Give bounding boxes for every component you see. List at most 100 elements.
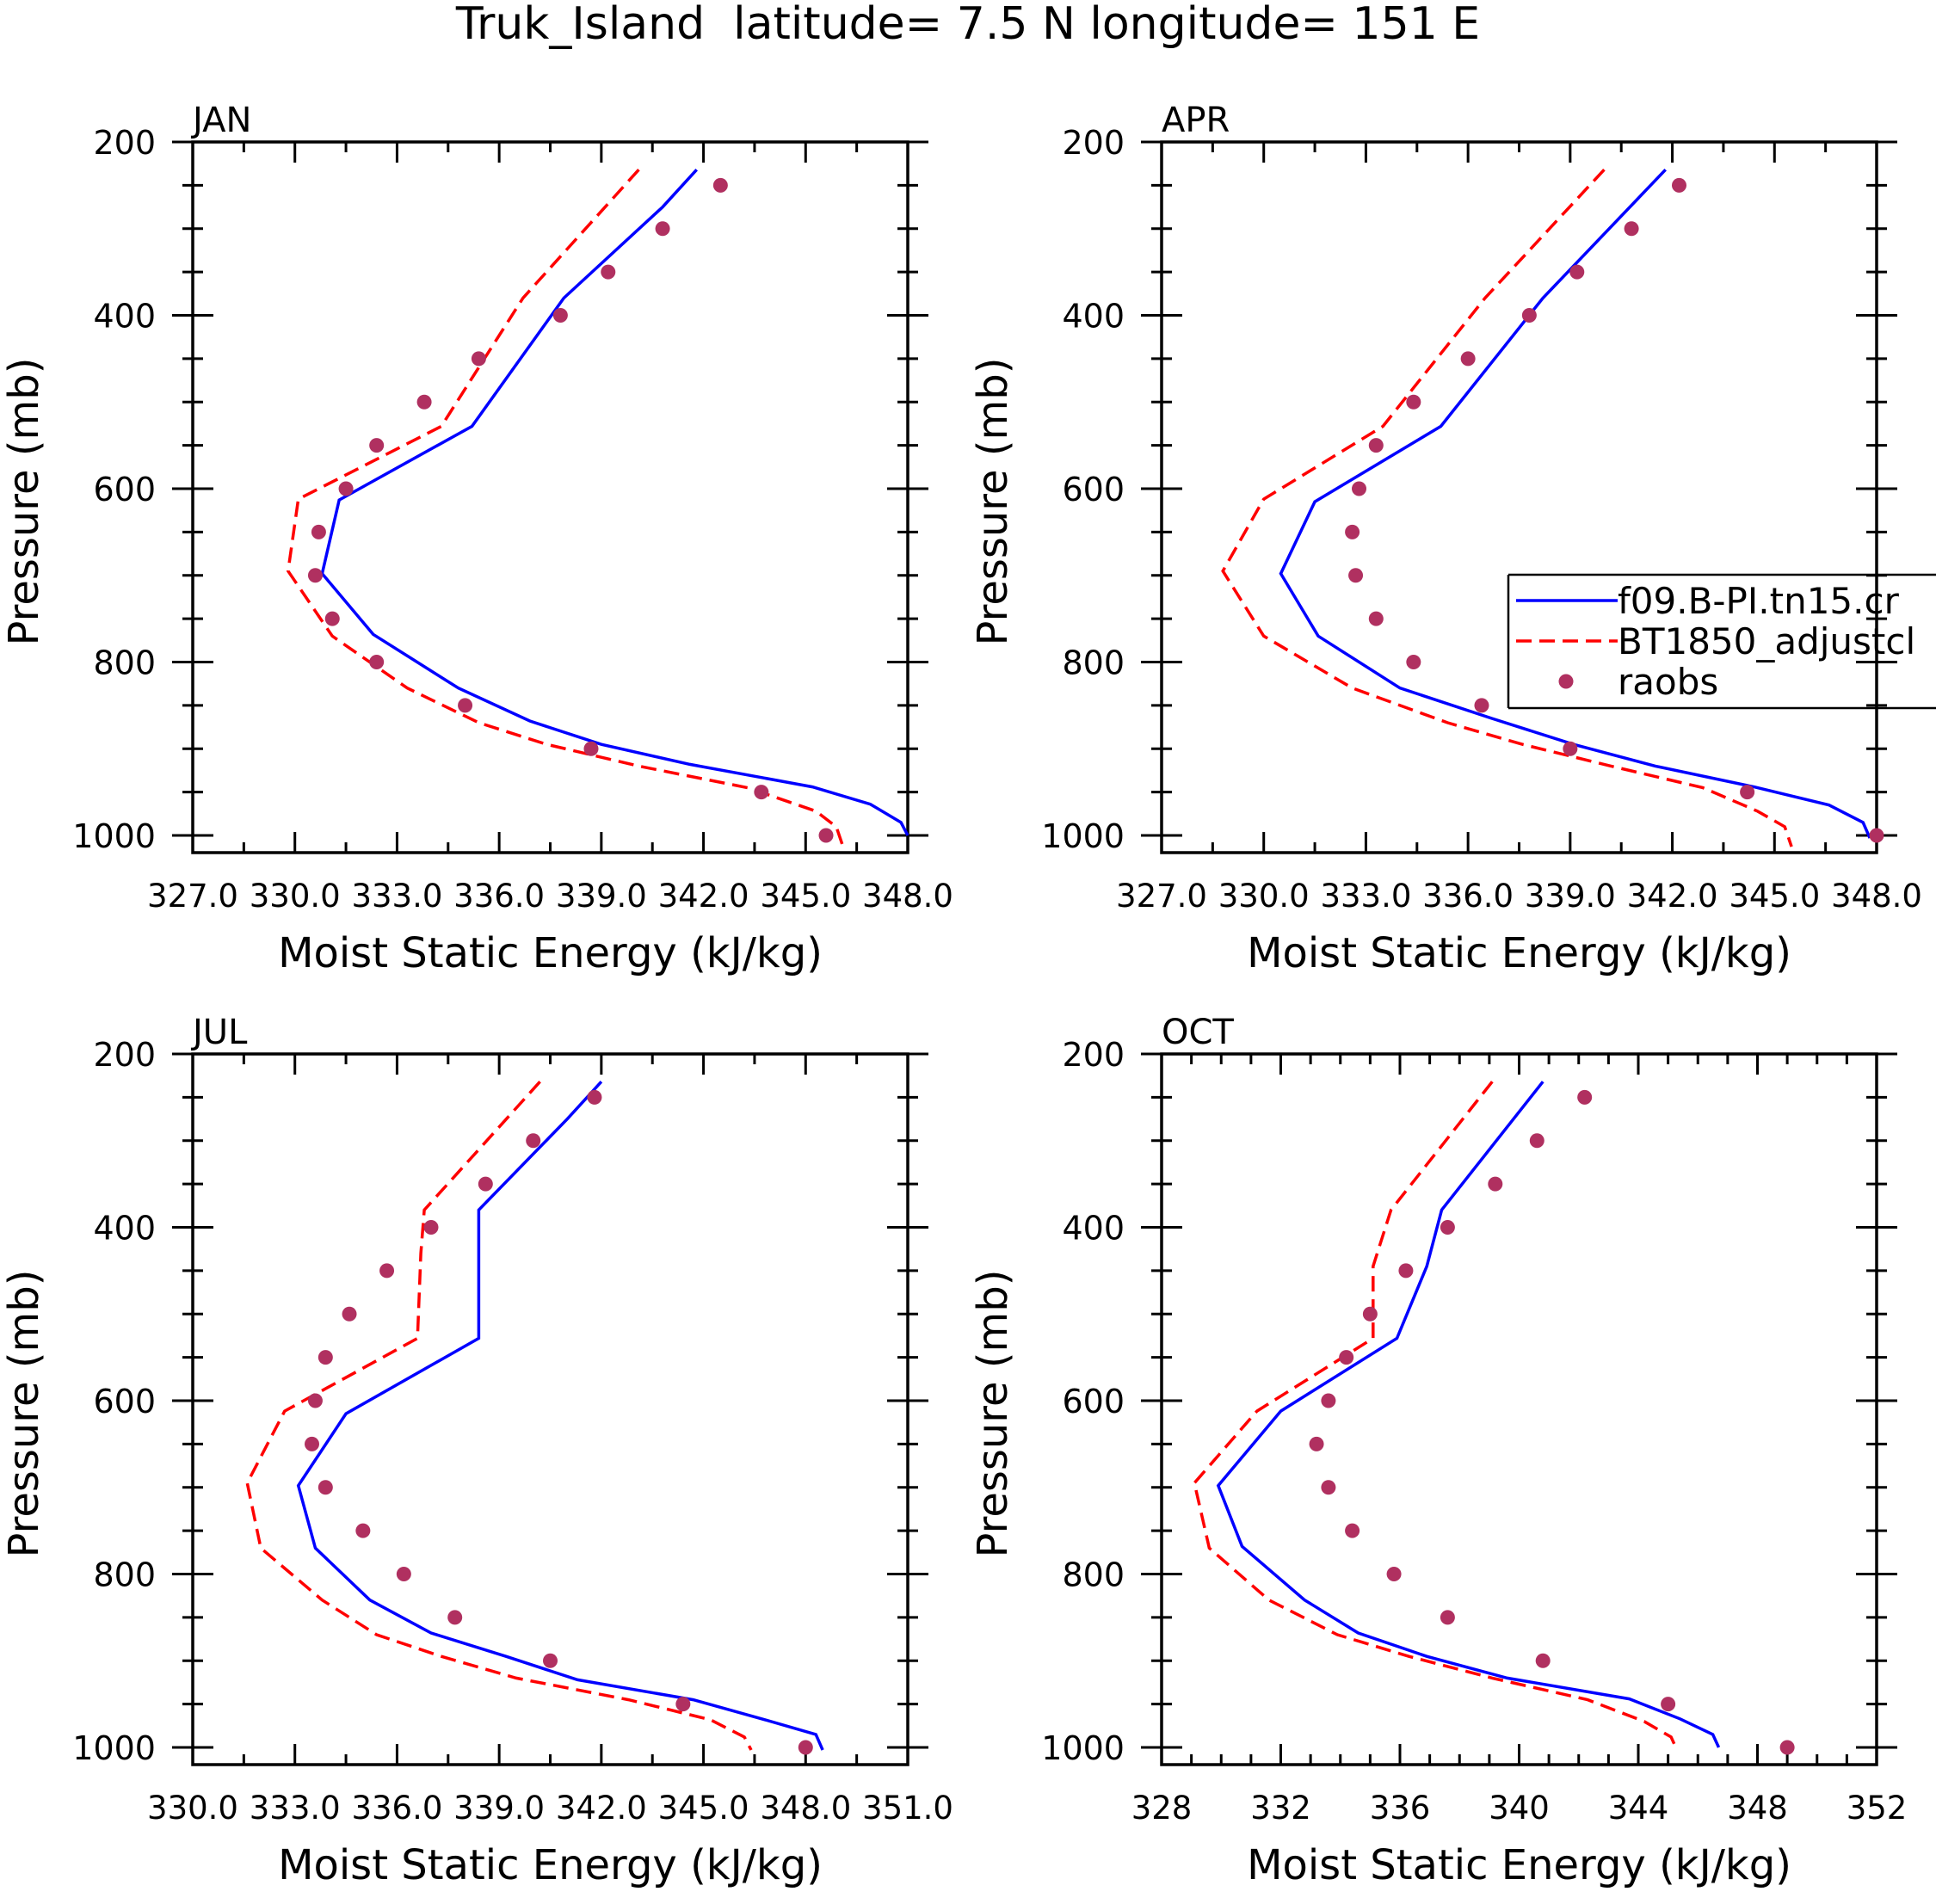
x-tick-label: 330.0 [147, 1790, 238, 1827]
raobs-point [601, 264, 616, 280]
x-tick-label: 342.0 [1627, 878, 1718, 915]
x-axis-label: Moist Static Energy (kJ/kg) [278, 929, 823, 977]
raobs-point [1869, 828, 1884, 843]
raobs-point [1406, 394, 1421, 410]
raobs-point [1671, 177, 1686, 193]
raobs-point [1386, 1567, 1402, 1581]
x-axis-label: Moist Static Energy (kJ/kg) [1247, 1841, 1791, 1889]
y-tick-label: 800 [93, 1556, 156, 1594]
y-tick-label: 1000 [72, 1729, 156, 1767]
x-tick-label: 344 [1608, 1790, 1669, 1827]
raobs-point [1440, 1220, 1455, 1235]
y-tick-label: 800 [1062, 1556, 1125, 1594]
raobs-point [318, 1480, 333, 1495]
model-series-line [320, 169, 909, 836]
model-series-line [296, 1081, 824, 1751]
raobs-point [478, 1176, 493, 1192]
panel-label: JUL [190, 1013, 248, 1052]
figure-title: Truk_Island latitude= 7.5 N longitude= 1… [455, 0, 1480, 50]
raobs-point [305, 1436, 319, 1451]
raobs-point [1535, 1653, 1551, 1668]
y-tick-label: 1000 [1041, 817, 1125, 855]
control-series-line [1193, 1081, 1679, 1751]
model-series-line [1216, 1081, 1721, 1748]
x-tick-label: 339.0 [453, 1790, 545, 1827]
y-tick-label: 400 [1062, 298, 1125, 336]
x-tick-label: 336.0 [351, 1790, 442, 1827]
raobs-point [818, 828, 834, 843]
x-tick-label: 333.0 [1320, 878, 1411, 915]
raobs-point [307, 1393, 323, 1408]
x-tick-label: 339.0 [1525, 878, 1616, 915]
raobs-point [1563, 741, 1578, 756]
raobs-point [1348, 568, 1364, 583]
raobs-point [311, 524, 326, 539]
legend-entry-label: BT1850_adjustcl [1618, 620, 1915, 662]
raobs-point [396, 1567, 411, 1581]
panel-label: APR [1162, 101, 1230, 140]
panel-label: JAN [190, 101, 251, 140]
raobs-point [318, 1350, 333, 1365]
x-tick-label: 348.0 [760, 1790, 851, 1827]
x-tick-label: 340 [1489, 1790, 1550, 1827]
y-tick-label: 600 [1062, 471, 1125, 508]
y-tick-label: 400 [93, 298, 156, 336]
y-tick-label: 1000 [72, 817, 156, 855]
raobs-point [1398, 1263, 1414, 1279]
control-series-line [245, 1081, 753, 1751]
model-series-line [1279, 168, 1871, 839]
raobs-point [1474, 698, 1489, 713]
y-tick-label: 200 [93, 1036, 156, 1074]
raobs-point [369, 655, 385, 669]
y-tick-label: 200 [1062, 124, 1125, 162]
raobs-point [1406, 655, 1421, 669]
panel-label: OCT [1162, 1013, 1234, 1052]
y-tick-label: 400 [1062, 1210, 1125, 1248]
raobs-point [458, 698, 473, 713]
x-tick-label: 332 [1250, 1790, 1311, 1827]
x-tick-label: 336.0 [1422, 878, 1514, 915]
y-tick-label: 400 [93, 1210, 156, 1248]
raobs-point [1661, 1697, 1676, 1712]
legend-entry-label: raobs [1618, 661, 1718, 703]
raobs-point [1740, 785, 1755, 800]
raobs-point [1352, 481, 1367, 496]
x-tick-label: 348 [1727, 1790, 1788, 1827]
plot-frame [191, 140, 909, 854]
raobs-point [1345, 1523, 1360, 1538]
raobs-point [526, 1133, 541, 1149]
x-tick-label: 336.0 [453, 878, 545, 915]
raobs-point [1368, 438, 1384, 453]
y-axis-label: Pressure (mb) [0, 1270, 48, 1558]
x-tick-label: 339.0 [556, 878, 647, 915]
y-tick-label: 200 [1062, 1036, 1125, 1074]
raobs-point [1577, 1089, 1593, 1105]
x-tick-label: 342.0 [658, 878, 749, 915]
x-tick-label: 333.0 [250, 1790, 341, 1827]
legend-marker [1558, 674, 1574, 689]
raobs-point [1345, 524, 1360, 539]
control-series-line [1221, 169, 1793, 847]
legend-entry-label: f09.B-PI.tn15.cr [1618, 580, 1900, 622]
y-tick-label: 600 [93, 471, 156, 508]
x-tick-label: 345.0 [658, 1790, 749, 1827]
x-tick-label: 333.0 [351, 878, 442, 915]
x-tick-label: 330.0 [250, 878, 341, 915]
raobs-point [447, 1610, 463, 1625]
y-axis-label: Pressure (mb) [969, 1270, 1017, 1558]
x-tick-label: 330.0 [1218, 878, 1310, 915]
y-tick-label: 600 [93, 1383, 156, 1420]
raobs-point [307, 568, 323, 583]
raobs-point [1624, 221, 1639, 237]
y-tick-label: 800 [93, 644, 156, 682]
panel-jan: JAN 200 400 600 800 1000 327.0 330.0 333.0 336.0 3… [0, 101, 953, 977]
raobs-point [355, 1523, 371, 1538]
raobs-point [1362, 1306, 1378, 1322]
raobs-point [369, 438, 385, 453]
raobs-point [798, 1740, 813, 1755]
y-tick-label: 600 [1062, 1383, 1125, 1420]
raobs-point [754, 785, 769, 800]
y-axis-label: Pressure (mb) [969, 358, 1017, 646]
